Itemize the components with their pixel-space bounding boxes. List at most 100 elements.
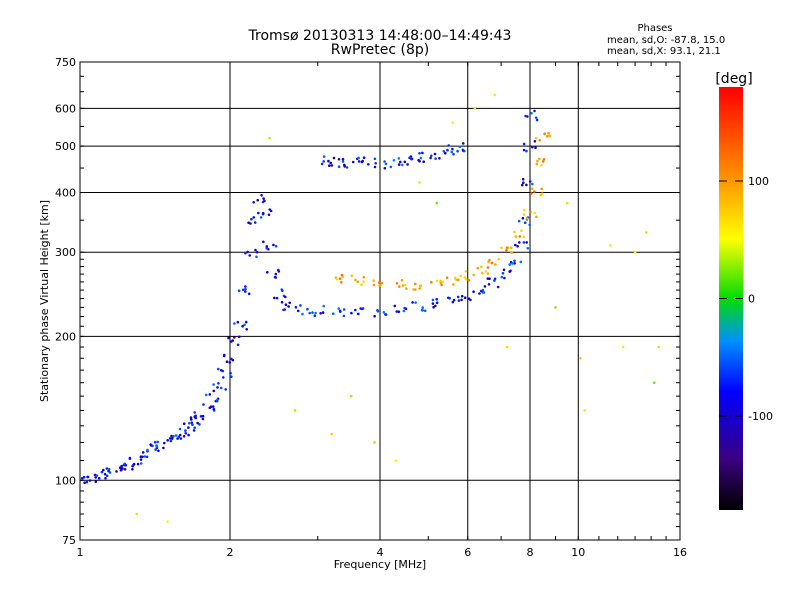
echo-point xyxy=(340,281,343,284)
echo-point xyxy=(361,159,365,163)
echo-point xyxy=(464,270,468,273)
echo-point xyxy=(395,282,399,285)
echo-point xyxy=(362,280,365,283)
echo-point xyxy=(194,416,197,420)
echo-point xyxy=(265,247,269,250)
echo-point xyxy=(457,299,461,302)
echo-point xyxy=(378,284,382,288)
echo-point xyxy=(163,441,166,445)
echo-point xyxy=(633,250,637,254)
echo-point xyxy=(169,439,173,443)
echo-point xyxy=(405,287,408,290)
x-axis-label: Frequency [MHz] xyxy=(334,558,426,571)
echo-point xyxy=(311,311,314,314)
echo-point xyxy=(377,281,381,284)
echo-point xyxy=(518,235,522,238)
echo-point xyxy=(274,244,278,248)
echo-point xyxy=(231,339,234,342)
echo-point xyxy=(170,437,174,440)
echo-point xyxy=(533,140,537,143)
echo-point xyxy=(540,164,543,167)
echo-point xyxy=(178,433,182,437)
echo-point xyxy=(384,162,388,166)
echo-point xyxy=(456,295,460,299)
echo-point xyxy=(513,262,516,265)
echo-point xyxy=(547,131,550,135)
echo-point xyxy=(211,405,215,408)
echo-point xyxy=(169,437,172,440)
echo-point xyxy=(321,311,325,314)
echo-point xyxy=(522,148,526,152)
echo-point xyxy=(450,150,454,154)
echo-point xyxy=(536,159,539,163)
echo-point xyxy=(431,302,435,305)
echo-point xyxy=(414,282,417,286)
echo-point xyxy=(398,285,401,288)
echo-point xyxy=(260,194,263,197)
echo-point xyxy=(329,161,333,165)
echo-point xyxy=(241,324,244,328)
echo-point xyxy=(565,201,569,205)
echo-point xyxy=(456,149,459,153)
echo-point xyxy=(155,445,159,449)
echo-point xyxy=(508,263,512,266)
echo-point xyxy=(525,183,528,187)
echo-point xyxy=(102,468,105,472)
echo-point xyxy=(500,275,504,279)
echo-point xyxy=(342,308,346,311)
echo-point xyxy=(497,258,501,261)
echo-point xyxy=(82,475,86,479)
echo-point xyxy=(320,162,324,166)
echo-point xyxy=(434,157,437,160)
echo-point xyxy=(100,470,104,474)
echo-point xyxy=(452,283,455,286)
echo-point xyxy=(522,235,526,238)
echo-point xyxy=(446,148,449,152)
echo-point xyxy=(237,289,241,293)
echo-point xyxy=(179,437,183,440)
x-tick-label: 10 xyxy=(571,546,585,559)
echo-point xyxy=(190,418,193,421)
echo-point xyxy=(525,241,528,244)
echo-point xyxy=(401,284,405,287)
echo-point xyxy=(356,280,360,284)
echo-point xyxy=(480,265,483,269)
echo-point xyxy=(236,343,240,347)
echo-point xyxy=(510,251,513,254)
echo-point xyxy=(526,247,530,250)
echo-point xyxy=(340,273,344,277)
echo-point xyxy=(535,162,539,166)
echo-point xyxy=(123,462,126,466)
colorbar-tick-label: -100 xyxy=(748,410,773,423)
echo-point xyxy=(402,309,406,313)
echo-point xyxy=(522,213,526,216)
echo-point xyxy=(530,111,533,115)
echo-point xyxy=(526,217,529,220)
echo-point xyxy=(373,157,377,161)
x-tick-label: 6 xyxy=(464,546,471,559)
x-tick-label: 2 xyxy=(227,546,234,559)
echo-point xyxy=(362,156,366,159)
echo-point xyxy=(150,444,153,447)
minor-ticks xyxy=(79,61,681,540)
echo-point xyxy=(241,288,245,292)
echo-point xyxy=(500,246,503,250)
echo-point xyxy=(182,435,186,438)
y-tick-label: 750 xyxy=(55,56,76,69)
echo-point xyxy=(308,311,312,315)
echo-point xyxy=(237,335,241,339)
echo-point xyxy=(212,383,215,386)
echo-point xyxy=(486,277,490,280)
echo-point xyxy=(486,272,490,275)
echo-point xyxy=(219,369,223,372)
echo-point xyxy=(463,276,467,279)
echo-point xyxy=(528,180,532,183)
echo-point xyxy=(503,276,506,280)
echo-point xyxy=(322,155,326,158)
echo-point xyxy=(267,213,271,216)
y-tick-label: 600 xyxy=(55,102,76,115)
colorbar-tick-label: 0 xyxy=(748,293,755,306)
echo-point xyxy=(88,479,92,482)
echo-point xyxy=(273,296,276,300)
